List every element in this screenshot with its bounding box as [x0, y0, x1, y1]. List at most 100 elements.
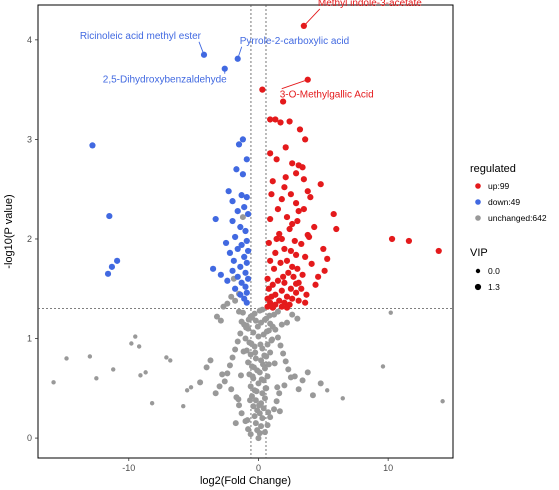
unchanged-point — [269, 336, 276, 343]
unchanged-point — [282, 358, 289, 365]
up-point — [292, 170, 300, 177]
down-point — [106, 212, 113, 220]
down-point — [234, 273, 241, 280]
unchanged-point — [250, 329, 257, 336]
unchanged-point — [259, 415, 266, 422]
unchanged-point — [271, 360, 278, 367]
up-point — [291, 237, 298, 245]
unchanged-point — [51, 380, 56, 385]
unchanged-point — [232, 297, 239, 304]
up-point — [320, 245, 327, 253]
up-point — [283, 293, 291, 300]
up-point — [290, 273, 297, 280]
down-point — [239, 171, 247, 178]
down-point — [244, 247, 252, 255]
down-point — [234, 245, 241, 253]
unchanged-point — [243, 324, 250, 331]
unchanged-point — [267, 320, 274, 327]
up-point — [289, 160, 296, 167]
unchanged-point — [265, 361, 272, 368]
up-point — [267, 215, 274, 223]
data-points — [51, 22, 445, 442]
annotation-leader-line — [198, 41, 205, 55]
unchanged-point — [197, 379, 204, 386]
y-tick-label: 4 — [27, 35, 32, 45]
down-point — [238, 241, 245, 249]
unchanged-point — [294, 315, 301, 322]
unchanged-point — [252, 420, 259, 427]
up-point — [303, 291, 310, 298]
down-point — [242, 269, 249, 276]
unchanged-point — [136, 344, 142, 349]
up-point — [282, 144, 289, 151]
unchanged-point — [237, 330, 244, 337]
up-point — [289, 295, 296, 302]
up-point — [287, 285, 294, 292]
unchanged-point — [245, 316, 252, 323]
up-point — [269, 281, 276, 288]
unchanged-point — [260, 361, 267, 368]
unchanged-point — [143, 370, 148, 375]
down-point — [238, 192, 245, 199]
annotations: Methyl indole-3-acetate Ricinoleic acid m… — [80, 0, 422, 101]
unchanged-point — [221, 378, 228, 385]
unchanged-point — [188, 385, 194, 390]
unchanged-point — [252, 355, 259, 362]
up-point — [281, 184, 288, 191]
unchanged-point — [247, 431, 254, 438]
down-point — [217, 271, 224, 278]
down-point — [229, 198, 236, 205]
up-point — [388, 235, 396, 243]
up-point — [294, 217, 301, 225]
up-point — [292, 200, 300, 207]
unchanged-point — [253, 388, 260, 395]
unchanged-point — [261, 352, 268, 359]
unchanged-point — [258, 376, 265, 383]
size-legend-marker — [474, 283, 482, 291]
up-point — [278, 196, 285, 203]
unchanged-point — [262, 385, 269, 392]
legend-down-marker — [475, 199, 481, 205]
annotation-label: Ricinoleic acid methyl ester — [80, 31, 202, 42]
unchanged-point — [138, 373, 143, 378]
down-point — [233, 166, 240, 173]
unchanged-point — [94, 376, 99, 381]
unchanged-point — [266, 312, 273, 319]
unchanged-point — [229, 354, 236, 361]
down-point — [104, 270, 112, 277]
y-tick-label: 2 — [27, 234, 32, 244]
unchanged-point — [280, 350, 287, 357]
unchanged-point — [237, 372, 244, 379]
up-point — [272, 249, 279, 257]
unchanged-point — [259, 390, 266, 397]
y-tick-label: 0 — [27, 433, 32, 443]
unchanged-point — [249, 373, 256, 380]
unchanged-point — [267, 414, 274, 421]
up-point — [285, 269, 292, 276]
unchanged-point — [264, 341, 271, 348]
unchanged-point — [232, 346, 239, 353]
up-point — [299, 164, 306, 171]
up-point — [312, 281, 319, 288]
down-point — [244, 210, 252, 218]
up-point — [302, 136, 309, 143]
down-point — [234, 55, 241, 62]
up-point — [300, 176, 307, 183]
up-point — [276, 230, 283, 238]
up-point — [292, 251, 300, 258]
up-point — [405, 237, 413, 245]
up-point — [274, 205, 282, 213]
down-point — [237, 263, 244, 270]
annotation-leader-line — [237, 46, 243, 59]
unchanged-point — [271, 406, 278, 413]
down-point — [225, 188, 232, 195]
up-point — [295, 207, 302, 215]
up-point — [304, 188, 311, 195]
up-point — [278, 235, 285, 243]
unchanged-point — [251, 413, 258, 420]
up-point — [324, 255, 331, 262]
unchanged-point — [240, 348, 247, 355]
y-axis-title: -log10(P value) — [3, 194, 15, 268]
up-point — [292, 289, 300, 296]
unchanged-point — [285, 366, 292, 373]
